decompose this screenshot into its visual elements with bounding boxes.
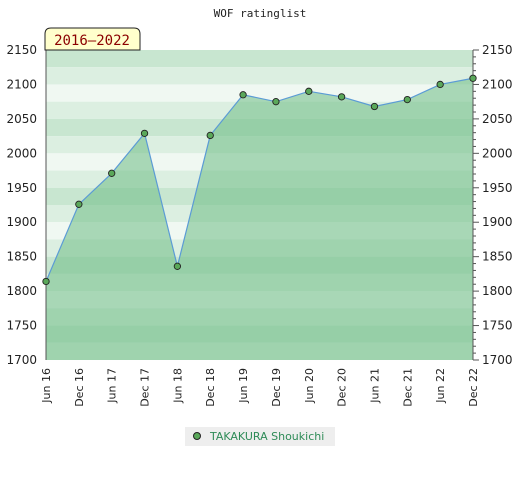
x-tick-label: Jun 20 bbox=[303, 368, 316, 404]
period-badge: 2016–2022 bbox=[44, 27, 141, 51]
y-tick-label-left: 1950 bbox=[6, 181, 37, 195]
data-point[interactable] bbox=[108, 169, 116, 177]
y-tick-label-right: 1900 bbox=[482, 215, 513, 229]
y-tick-label-left: 1700 bbox=[6, 353, 37, 367]
x-tick-label: Dec 17 bbox=[139, 368, 152, 407]
x-tick-label: Dec 18 bbox=[204, 368, 217, 407]
y-tick-label-right: 1850 bbox=[482, 250, 513, 264]
x-tick-label: Dec 20 bbox=[336, 368, 349, 407]
x-tick-label: Jun 17 bbox=[106, 368, 119, 404]
x-tick-label: Jun 16 bbox=[40, 368, 53, 404]
data-point[interactable] bbox=[272, 98, 280, 106]
x-tick-label: Dec 19 bbox=[270, 368, 283, 407]
y-tick-label-left: 1750 bbox=[6, 319, 37, 333]
legend-label: TAKAKURA Shoukichi bbox=[209, 430, 324, 443]
y-tick-label-right: 2150 bbox=[482, 43, 513, 57]
series-line bbox=[45, 77, 474, 282]
x-tick-label: Jun 22 bbox=[434, 368, 447, 404]
x-tick-label: Dec 22 bbox=[467, 368, 480, 407]
y-tick-label-left: 1900 bbox=[6, 215, 37, 229]
data-point[interactable] bbox=[403, 95, 411, 104]
y-tick-label-right: 1700 bbox=[482, 353, 513, 367]
legend: TAKAKURA Shoukichi bbox=[185, 427, 335, 446]
data-point[interactable] bbox=[206, 131, 214, 140]
y-tick-label-left: 1800 bbox=[6, 284, 37, 298]
y-tick-label-left: 2150 bbox=[6, 43, 37, 57]
series-area bbox=[46, 78, 473, 360]
y-tick-label-left: 2100 bbox=[6, 77, 37, 91]
grid-band bbox=[46, 67, 473, 85]
y-tick-label-right: 1750 bbox=[482, 319, 513, 333]
y-tick-label-right: 2050 bbox=[482, 112, 513, 126]
data-point[interactable] bbox=[370, 102, 379, 111]
data-point[interactable] bbox=[173, 262, 182, 270]
data-point[interactable] bbox=[469, 74, 477, 82]
x-tick-label: Jun 18 bbox=[171, 368, 184, 404]
data-point[interactable] bbox=[140, 129, 149, 138]
grid-band bbox=[46, 50, 473, 68]
x-tick-label: Jun 19 bbox=[237, 368, 250, 404]
data-point[interactable] bbox=[42, 277, 50, 286]
x-tick-label: Dec 16 bbox=[73, 368, 86, 407]
data-point[interactable] bbox=[75, 200, 83, 208]
y-tick-label-left: 1850 bbox=[6, 250, 37, 264]
y-tick-label-right: 1950 bbox=[482, 181, 513, 195]
chart-title: WOF ratinglist bbox=[214, 7, 307, 20]
y-tick-label-right: 1800 bbox=[482, 284, 513, 298]
y-tick-label-left: 2000 bbox=[6, 146, 37, 160]
legend-marker bbox=[193, 432, 201, 440]
data-point[interactable] bbox=[337, 93, 346, 101]
x-tick-label: Jun 21 bbox=[368, 368, 381, 404]
badge-label: 2016–2022 bbox=[54, 33, 130, 49]
grid-band bbox=[46, 84, 473, 102]
y-tick-label-left: 2050 bbox=[6, 112, 37, 126]
data-point[interactable] bbox=[305, 87, 313, 95]
data-point[interactable] bbox=[239, 91, 247, 99]
y-tick-label-right: 2000 bbox=[482, 146, 513, 160]
y-tick-label-right: 2100 bbox=[482, 77, 513, 91]
x-tick-label: Dec 21 bbox=[401, 368, 414, 407]
data-point[interactable] bbox=[436, 80, 444, 89]
